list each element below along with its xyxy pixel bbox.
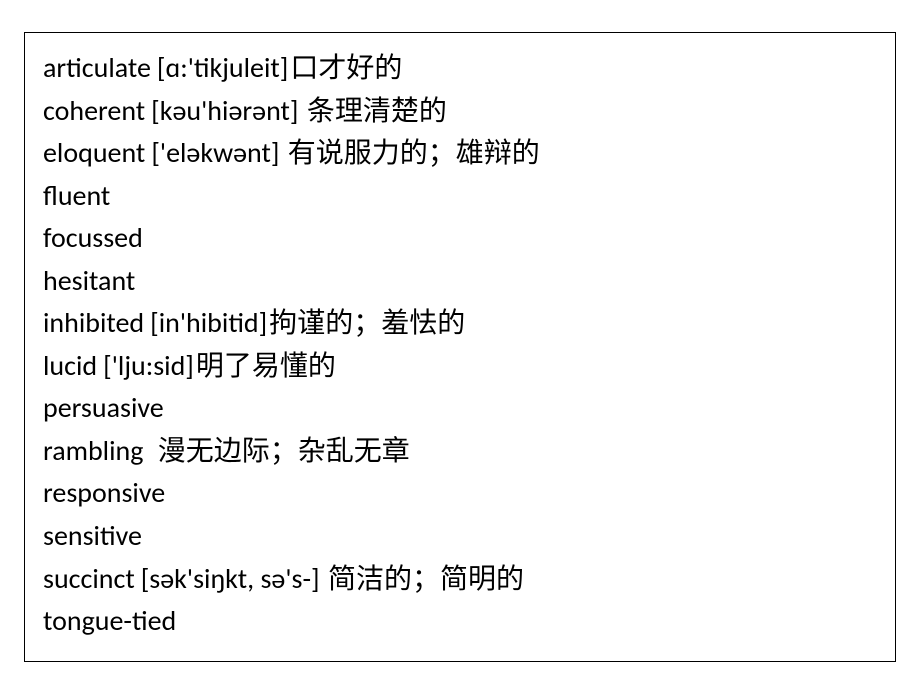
vocab-entry: responsive — [43, 472, 877, 515]
pronunciation: ['eləkwənt] — [151, 135, 279, 170]
pronunciation: [kəu'hiərənt] — [151, 93, 298, 128]
definition: 条理清楚的 — [301, 93, 447, 128]
vocab-entry: persuasive — [43, 387, 877, 430]
word: fluent — [43, 178, 110, 213]
vocab-entry: focussed — [43, 217, 877, 260]
pronunciation: ['lju:sid] — [103, 348, 194, 383]
vocab-entry: lucid['lju:sid]明了易懂的 — [43, 345, 877, 388]
definition: 口才好的 — [290, 50, 402, 85]
vocab-entry: coherent[kəu'hiərənt] 条理清楚的 — [43, 90, 877, 133]
word: hesitant — [43, 263, 135, 298]
word: eloquent — [43, 135, 145, 170]
word: coherent — [43, 93, 145, 128]
word: persuasive — [43, 390, 164, 425]
pronunciation: [sək'siŋkt, sə's-] — [141, 561, 320, 596]
definition: 漫无边际；杂乱无章 — [151, 433, 409, 468]
definition: 明了易懂的 — [196, 348, 336, 383]
vocabulary-box: articulate[ɑ:'tikjuleit]口才好的 coherent[kə… — [24, 32, 896, 662]
word: sensitive — [43, 518, 142, 553]
pronunciation: [in'hibitid] — [150, 305, 267, 340]
word: rambling — [43, 433, 143, 468]
pronunciation: [ɑ:'tikjuleit] — [157, 50, 288, 85]
vocab-entry: hesitant — [43, 260, 877, 303]
word: succinct — [43, 561, 135, 596]
word: tongue-tied — [43, 603, 176, 638]
word: inhibited — [43, 305, 144, 340]
definition: 拘谨的；羞怯的 — [269, 305, 465, 340]
word: focussed — [43, 220, 143, 255]
vocab-entry: eloquent['eləkwənt] 有说服力的；雄辩的 — [43, 132, 877, 175]
word: articulate — [43, 50, 151, 85]
vocab-entry: tongue-tied — [43, 600, 877, 643]
vocab-entry: articulate[ɑ:'tikjuleit]口才好的 — [43, 47, 877, 90]
vocab-entry: inhibited[in'hibitid]拘谨的；羞怯的 — [43, 302, 877, 345]
vocab-entry: fluent — [43, 175, 877, 218]
definition: 简洁的；简明的 — [322, 561, 524, 596]
vocab-entry: succinct[sək'siŋkt, sə's-] 简洁的；简明的 — [43, 558, 877, 601]
vocab-entry: sensitive — [43, 515, 877, 558]
vocab-entry: rambling 漫无边际；杂乱无章 — [43, 430, 877, 473]
word: responsive — [43, 475, 165, 510]
word: lucid — [43, 348, 97, 383]
definition: 有说服力的；雄辩的 — [281, 135, 539, 170]
